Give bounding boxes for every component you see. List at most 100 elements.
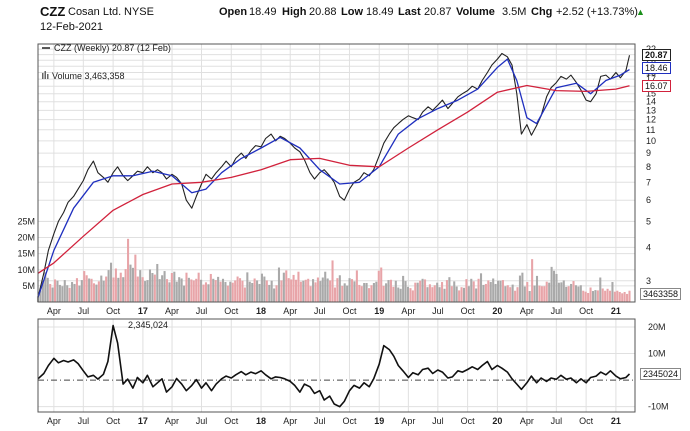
indicator-x-tick-label: 21 <box>611 416 621 426</box>
volume-bar <box>231 282 234 302</box>
volume-bar <box>443 288 446 302</box>
volume-bar <box>156 263 159 302</box>
volume-bar <box>190 279 193 302</box>
volume-bar <box>268 284 271 302</box>
volume-bar <box>207 284 210 302</box>
volume-bar <box>129 264 132 302</box>
volume-bar <box>148 269 152 302</box>
volume-bar <box>112 277 115 302</box>
volume-bar <box>73 283 76 302</box>
volume-bar <box>516 287 519 302</box>
volume-bar <box>219 281 222 302</box>
volume-bar <box>431 287 434 302</box>
volume-bar <box>217 276 220 302</box>
volume-bar <box>175 281 178 302</box>
volume-bar <box>290 279 293 302</box>
ticker-symbol: CZZ <box>40 4 66 19</box>
volume-bar <box>161 275 164 302</box>
volume-bar <box>273 288 276 302</box>
volume-bar <box>214 280 217 302</box>
price-x-tick-label: Apr <box>520 306 534 316</box>
volume-bar <box>316 277 319 302</box>
volume-bar <box>523 286 526 302</box>
volume-bar <box>360 286 363 302</box>
price-y-tick-label: 8 <box>646 162 651 172</box>
volume-bar <box>489 282 492 302</box>
volume-bar <box>234 280 237 302</box>
volume-bar <box>275 285 278 302</box>
volume-bar <box>297 271 300 302</box>
volume-bar <box>202 284 205 302</box>
high-label: High <box>282 6 307 18</box>
volume-bar <box>601 288 604 302</box>
volume-bar <box>596 290 599 302</box>
indicator-x-tick-label: Apr <box>47 416 61 426</box>
volume-bar <box>158 279 161 302</box>
volume-bar <box>170 273 173 302</box>
indicator-y-tick-label: -10M <box>648 402 669 412</box>
volume-bar <box>608 290 612 302</box>
price-x-tick-label: 17 <box>138 306 148 316</box>
volume-bar <box>399 288 402 302</box>
indicator-x-tick-label: Jul <box>196 416 208 426</box>
volume-bar <box>350 279 354 302</box>
volume-bar <box>465 279 468 302</box>
volume-bar <box>326 278 329 302</box>
volume-bar <box>251 282 254 302</box>
volume-bar <box>163 271 166 302</box>
volume-bar <box>428 284 431 302</box>
volume-bar <box>368 288 371 302</box>
open-value: 18.49 <box>249 6 277 18</box>
price-x-tick-label: Jul <box>314 306 326 316</box>
volume-bar <box>46 277 49 302</box>
volume-bar <box>419 280 422 302</box>
volume-bar <box>97 281 100 302</box>
price-panel-frame <box>37 43 636 303</box>
company-name: Cosan Ltd. <box>68 6 122 18</box>
volume-bar <box>621 293 624 302</box>
indicator-annotation: 2,345,024 <box>128 320 168 330</box>
volume-bar <box>380 267 383 302</box>
price-x-tick-label: 21 <box>611 306 621 316</box>
indicator-x-tick-label: 17 <box>138 416 148 426</box>
price-y-tick-label: 9 <box>646 148 651 158</box>
volume-bar <box>277 267 281 302</box>
volume-bar <box>479 273 483 302</box>
indicator-panel-frame <box>37 318 636 413</box>
low-value: 18.49 <box>366 6 394 18</box>
volume-bar <box>253 278 256 302</box>
exchange-name: NYSE <box>124 6 154 18</box>
volume-bar <box>107 270 110 302</box>
volume-bar <box>88 278 91 302</box>
volume-bar <box>526 282 529 302</box>
volume-bar <box>470 278 473 302</box>
indicator-x-tick-label: Apr <box>283 416 297 426</box>
volume-bar <box>302 280 305 302</box>
price-x-tick-label: Oct <box>106 306 121 316</box>
volume-value: 3.5M <box>502 6 527 18</box>
volume-bar <box>314 282 317 302</box>
volume-bar <box>499 280 502 302</box>
volume-bar <box>577 286 580 302</box>
volume-bar <box>100 275 103 302</box>
volume-bar <box>365 282 368 302</box>
indicator-line <box>37 324 631 408</box>
volume-bar <box>594 290 597 302</box>
volume-bar <box>626 293 629 302</box>
price-x-tick-label: Apr <box>47 306 61 316</box>
volume-bar <box>124 269 127 302</box>
volume-bar <box>61 286 64 302</box>
volume-bar <box>304 279 307 302</box>
price-x-tick-label: Jul <box>196 306 208 316</box>
volume-bar <box>338 275 341 302</box>
indicator-y-tick-label: 10M <box>648 349 666 359</box>
volume-bar <box>562 280 565 302</box>
volume-bar <box>44 272 47 302</box>
volume-bar <box>83 271 86 302</box>
price-x-tick-label: 20 <box>492 306 502 316</box>
volume-bar <box>628 290 631 302</box>
volume-bar <box>134 254 137 302</box>
volume-bar <box>341 285 344 302</box>
volume-bar <box>51 287 54 302</box>
volume-bar <box>307 278 310 302</box>
